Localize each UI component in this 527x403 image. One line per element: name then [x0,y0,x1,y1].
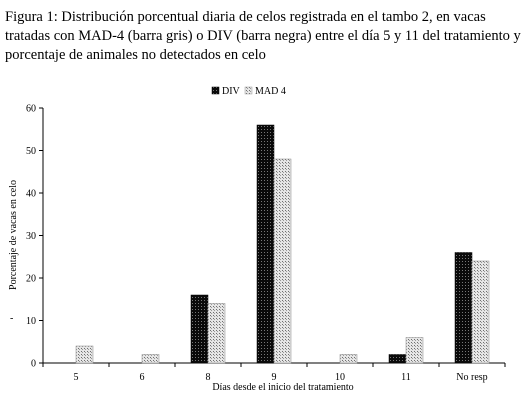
figure-caption: Figura 1: Distribución porcentual diaria… [5,9,521,63]
x-tick-label: 9 [272,372,277,383]
y-tick-label: 40 [26,189,36,200]
x-tick-label: No resp [456,372,487,383]
bar-mad4 [405,337,424,364]
bar-mad4 [207,303,226,364]
bar-div [256,124,275,364]
legend-label-div: DIV [222,86,241,97]
bar-mad4 [141,354,160,364]
bar-div [388,354,407,364]
legend-label-mad4: MAD 4 [255,86,286,97]
legend-swatch-div [211,86,220,95]
x-tick-label: 5 [74,372,79,383]
y-tick-label: 30 [26,231,36,242]
x-tick-label: 10 [335,372,345,383]
legend-swatch-mad4 [244,86,253,95]
bar-div [454,252,473,364]
y-tick-label: 60 [26,104,36,115]
y-axis-title: Porcentaje de vacas en celo [8,180,19,290]
legend: DIV MAD 4 [211,86,286,97]
bar-mad4 [75,345,94,364]
y-ticks: 0 10 20 30 40 50 60 [26,104,43,370]
x-ticks: 5 6 8 9 10 11 No resp [42,363,506,383]
y-tick-label: 50 [26,146,36,157]
stray-mark: - [10,313,13,324]
x-axis-title: Días desde el inicio del tratamiento [212,382,353,393]
y-tick-label: 10 [26,316,36,327]
bar-div [190,294,209,364]
x-tick-label: 11 [401,372,411,383]
bars [75,124,490,364]
y-tick-label: 0 [31,359,36,370]
y-tick-label: 20 [26,274,36,285]
bar-mad4 [273,158,292,364]
x-tick-label: 8 [206,372,211,383]
bar-mad4 [471,260,490,364]
bar-mad4 [339,354,358,364]
x-tick-label: 6 [140,372,145,383]
